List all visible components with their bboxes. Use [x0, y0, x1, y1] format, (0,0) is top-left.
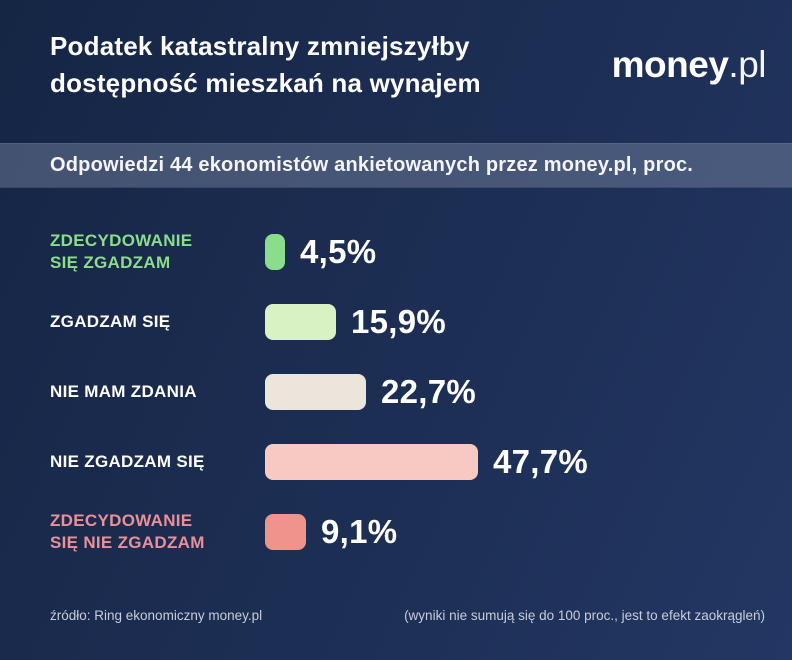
bar — [265, 304, 336, 340]
page-title: Podatek katastralny zmniejszyłby dostępn… — [50, 31, 481, 98]
bar — [265, 514, 306, 550]
chart-row: NIE MAM ZDANIA 22,7% — [50, 357, 742, 427]
category-label: NIE MAM ZDANIA — [50, 382, 197, 401]
rounding-note: (wyniki nie sumują się do 100 proc., jes… — [404, 608, 765, 623]
chart-rows: ZDECYDOWANIE SIĘ ZGADZAM 4,5% ZGADZAM SIĘ… — [0, 188, 792, 567]
bar — [265, 374, 366, 410]
subtitle-bar: Odpowiedzi 44 ekonomistów ankietowanych … — [0, 143, 792, 188]
chart-row: ZDECYDOWANIE SIĘ NIE ZGADZAM 9,1% — [50, 497, 742, 567]
value-label: 47,7% — [493, 443, 589, 480]
chart-row: ZGADZAM SIĘ 15,9% — [50, 287, 742, 357]
value-label: 9,1% — [321, 513, 398, 550]
bar — [265, 234, 285, 270]
logo-text-bold: money — [611, 44, 729, 85]
category-label: ZGADZAM SIĘ — [50, 312, 171, 331]
source-note: źródło: Ring ekonomiczny money.pl — [50, 608, 263, 623]
chart-row: NIE ZGADZAM SIĘ 47,7% — [50, 427, 742, 497]
bar — [265, 444, 478, 480]
logo-text-light: .pl — [728, 44, 766, 85]
category-label: NIE ZGADZAM SIĘ — [50, 452, 205, 471]
moneypl-logo: money.pl — [611, 44, 767, 86]
header: Podatek katastralny zmniejszyłby dostępn… — [0, 0, 792, 102]
chart-row: ZDECYDOWANIE SIĘ ZGADZAM 4,5% — [50, 217, 742, 287]
value-label: 22,7% — [381, 373, 477, 410]
chart-subtitle: Odpowiedzi 44 ekonomistów ankietowanych … — [50, 154, 694, 176]
value-label: 15,9% — [351, 303, 447, 340]
category-label: ZDECYDOWANIE SIĘ ZGADZAM — [50, 231, 193, 272]
value-label: 4,5% — [300, 233, 377, 270]
category-label: ZDECYDOWANIE SIĘ NIE ZGADZAM — [50, 511, 205, 552]
footer: źródło: Ring ekonomiczny money.pl (wynik… — [0, 608, 792, 623]
